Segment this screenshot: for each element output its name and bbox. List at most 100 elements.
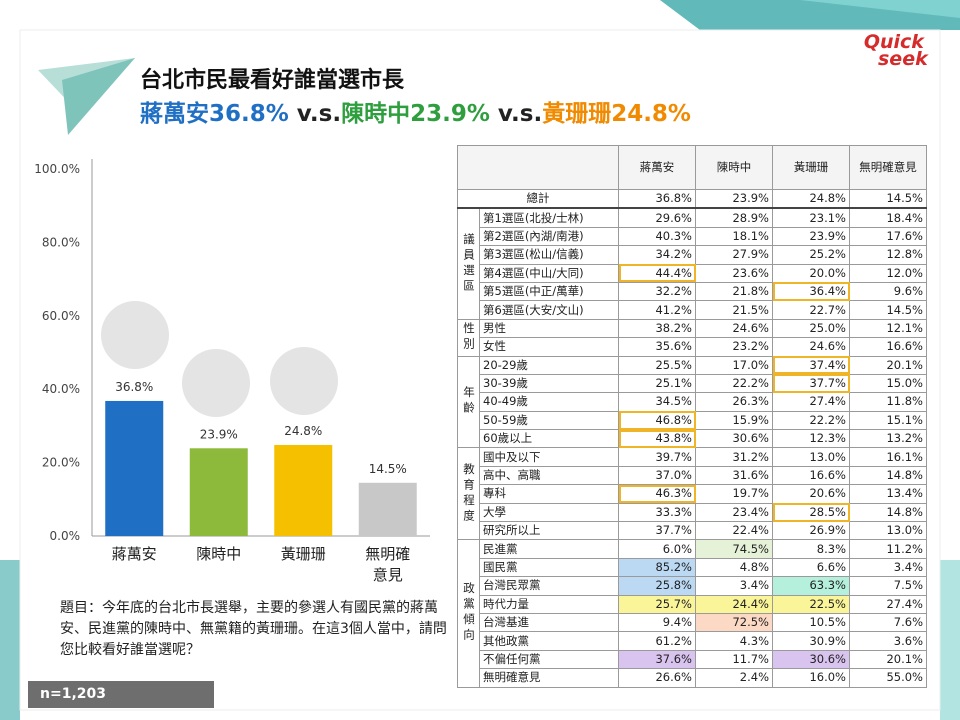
- cell: 31.6%: [695, 465, 773, 486]
- cell: 6.0%: [618, 539, 696, 559]
- subtitle-part: 陳時中23.9%: [341, 101, 490, 127]
- cell: 23.2%: [695, 337, 773, 357]
- table-row: 大學 33.3% 23.4% 28.5% 14.8%: [458, 502, 927, 523]
- cell: 37.7%: [772, 373, 850, 394]
- cell: 34.2%: [618, 245, 696, 265]
- bar: [105, 400, 164, 536]
- cell: 16.0%: [772, 668, 850, 688]
- subtitle-part: 黃珊珊24.8%: [542, 101, 691, 127]
- cell: 31.2%: [695, 447, 773, 467]
- row-label: 台灣基進: [479, 612, 619, 633]
- cell: 21.8%: [695, 281, 773, 302]
- logo: Quick seek: [860, 31, 928, 70]
- table-row: 第5選區(中正/萬華) 32.2% 21.8% 36.4% 9.6%: [458, 281, 927, 302]
- cell: 12.0%: [849, 263, 927, 283]
- cell: 30.6%: [772, 649, 850, 670]
- subtitle-part: 蔣萬安36.8%: [140, 101, 289, 127]
- cell: 23.9%: [695, 189, 773, 210]
- cell: 63.3%: [772, 576, 850, 596]
- group-label: 議員選區: [457, 207, 480, 320]
- table-row: 研究所以上 37.7% 22.4% 26.9% 13.0%: [458, 521, 927, 541]
- cell: 18.4%: [849, 207, 927, 228]
- cell: 12.3%: [772, 429, 850, 449]
- cell: 20.0%: [772, 263, 850, 283]
- cell: 28.5%: [772, 502, 850, 523]
- row-label: 第2選區(內湖/南港): [479, 226, 619, 247]
- total-row: 總計 36.8% 23.9% 24.8% 14.5%: [457, 189, 927, 210]
- cell: 44.4%: [618, 263, 696, 283]
- cell: 61.2%: [618, 631, 696, 651]
- row-label: 台灣民眾黨: [479, 576, 619, 596]
- table-row: 女性 35.6% 23.2% 24.6% 16.6%: [458, 337, 927, 357]
- bar: [189, 448, 248, 536]
- cell: 26.6%: [618, 668, 696, 688]
- x-tick-label: 黃珊珊: [280, 545, 326, 563]
- cell: 27.4%: [772, 392, 850, 412]
- table-row: 40-49歲 34.5% 26.3% 27.4% 11.8%: [458, 392, 927, 412]
- table-row: 60歲以上 43.8% 30.6% 12.3% 13.2%: [458, 429, 927, 449]
- row-label: 30-39歲: [479, 373, 619, 394]
- cell: 28.9%: [695, 207, 773, 228]
- value-label: 14.5%: [369, 462, 407, 476]
- y-tick-label: 20.0%: [42, 456, 80, 470]
- subtitle-part: v.s.: [288, 101, 342, 127]
- cell: 12.1%: [849, 318, 927, 339]
- cell: 32.2%: [618, 281, 696, 302]
- cell: 33.3%: [618, 502, 696, 523]
- y-tick-label: 60.0%: [42, 309, 80, 323]
- cell: 20.6%: [772, 484, 850, 504]
- cell: 4.8%: [695, 557, 773, 578]
- row-label: 無明確意見: [479, 668, 619, 688]
- cell: 41.2%: [618, 300, 696, 320]
- cell: 20.1%: [849, 355, 927, 375]
- table-row: 議員選區 第1選區(北投/士林) 29.6% 28.9% 23.1% 18.4%: [457, 207, 927, 320]
- cell: 46.8%: [618, 410, 696, 431]
- logo-top: Quick: [863, 31, 924, 53]
- x-tick-label: 無明確意見: [365, 545, 411, 584]
- cell: 37.7%: [618, 521, 696, 541]
- question: 題目：今年底的台北市長選舉，主要的參選人有國民黨的蔣萬安、民進黨的陳時中、無黨籍…: [60, 600, 447, 658]
- cell: 25.7%: [618, 594, 696, 614]
- cell: 24.4%: [695, 594, 773, 614]
- row-label: 男性: [479, 318, 619, 339]
- table-row: 性別 男性 38.2% 24.6% 25.0% 12.1%: [457, 318, 927, 357]
- cell: 74.5%: [695, 539, 773, 559]
- table-row: 年齡 20-29歲 25.5% 17.0% 37.4% 20.1%: [457, 355, 927, 449]
- cell: 15.9%: [695, 410, 773, 431]
- value-label: 23.9%: [200, 427, 238, 441]
- cell: 39.7%: [618, 447, 696, 467]
- row-label: 其他政黨: [479, 631, 619, 651]
- cell: 23.4%: [695, 502, 773, 523]
- cell: 36.4%: [772, 281, 850, 302]
- cell: 37.0%: [618, 465, 696, 486]
- row-label: 第5選區(中正/萬華): [479, 281, 619, 302]
- logo-bottom: seek: [878, 48, 928, 70]
- crosstab: 蔣萬安 陳時中 黃珊珊 無明確意見 總計 36.8% 23.9% 24.8% 14.5% 議員選區…: [457, 145, 927, 688]
- cell: 19.7%: [695, 484, 773, 504]
- cell: 11.7%: [695, 649, 773, 670]
- cell: 23.9%: [772, 226, 850, 247]
- cell: 7.6%: [849, 612, 927, 633]
- cell: 16.1%: [849, 447, 927, 467]
- cell: 46.3%: [618, 484, 696, 504]
- cell: 3.4%: [695, 576, 773, 596]
- y-tick-label: 80.0%: [42, 235, 80, 249]
- cell: 11.2%: [849, 539, 927, 559]
- table-row: 專科 46.3% 19.7% 20.6% 13.4%: [458, 484, 927, 504]
- table-row: 台灣民眾黨 25.8% 3.4% 63.3% 7.5%: [458, 576, 927, 596]
- cell: 25.0%: [772, 318, 850, 339]
- cell: 13.0%: [849, 521, 927, 541]
- table-row: 台灣基進 9.4% 72.5% 10.5% 7.6%: [458, 612, 927, 633]
- cell: 22.4%: [695, 521, 773, 541]
- cell: 25.2%: [772, 245, 850, 265]
- table-row: 第3選區(松山/信義) 34.2% 27.9% 25.2% 12.8%: [458, 245, 927, 265]
- cell: 72.5%: [695, 612, 773, 633]
- cell: 2.4%: [695, 668, 773, 688]
- row-label: 20-29歲: [479, 355, 619, 375]
- value-label: 36.8%: [115, 380, 153, 394]
- row-label: 高中、高職: [479, 465, 619, 486]
- table-row: 50-59歲 46.8% 15.9% 22.2% 15.1%: [458, 410, 927, 431]
- table-row: 第2選區(內湖/南港) 40.3% 18.1% 23.9% 17.6%: [458, 226, 927, 247]
- row-label: 第1選區(北投/士林): [479, 207, 619, 228]
